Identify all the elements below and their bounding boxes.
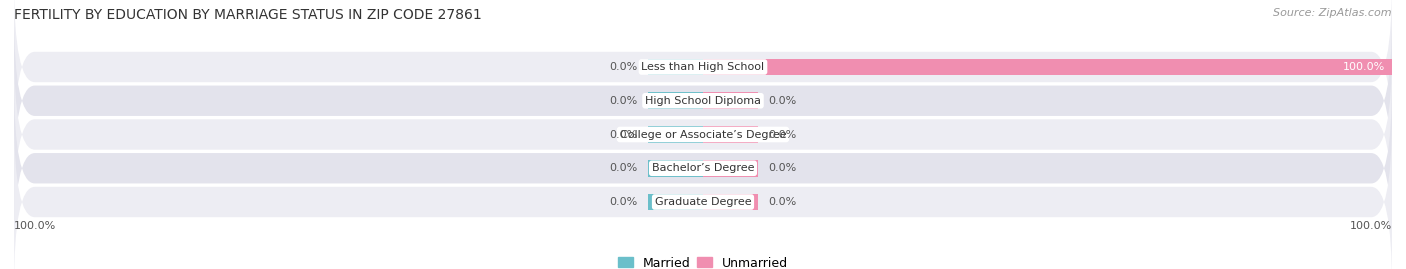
Bar (648, 126, 703, 143)
Text: 0.0%: 0.0% (609, 163, 637, 173)
FancyBboxPatch shape (14, 48, 1392, 221)
Text: 0.0%: 0.0% (769, 96, 797, 106)
Text: 0.0%: 0.0% (769, 129, 797, 140)
FancyBboxPatch shape (14, 15, 1392, 187)
Text: 0.0%: 0.0% (609, 96, 637, 106)
Text: Less than High School: Less than High School (641, 62, 765, 72)
Text: Source: ZipAtlas.com: Source: ZipAtlas.com (1274, 8, 1392, 18)
Bar (648, 59, 703, 75)
Text: 0.0%: 0.0% (609, 129, 637, 140)
Bar (703, 59, 1392, 75)
FancyBboxPatch shape (14, 116, 1392, 269)
Text: College or Associate’s Degree: College or Associate’s Degree (620, 129, 786, 140)
Text: FERTILITY BY EDUCATION BY MARRIAGE STATUS IN ZIP CODE 27861: FERTILITY BY EDUCATION BY MARRIAGE STATU… (14, 8, 482, 22)
Text: 0.0%: 0.0% (609, 197, 637, 207)
Bar (648, 92, 703, 109)
Text: High School Diploma: High School Diploma (645, 96, 761, 106)
Text: 0.0%: 0.0% (609, 62, 637, 72)
Text: Graduate Degree: Graduate Degree (655, 197, 751, 207)
Text: 100.0%: 100.0% (14, 221, 56, 231)
Bar (703, 126, 758, 143)
Bar (703, 194, 758, 210)
Text: 0.0%: 0.0% (769, 197, 797, 207)
Text: 0.0%: 0.0% (769, 163, 797, 173)
Text: Bachelor’s Degree: Bachelor’s Degree (652, 163, 754, 173)
Text: 100.0%: 100.0% (1350, 221, 1392, 231)
Bar (703, 160, 758, 177)
Text: 100.0%: 100.0% (1343, 62, 1385, 72)
FancyBboxPatch shape (14, 0, 1392, 153)
FancyBboxPatch shape (14, 82, 1392, 254)
Bar (703, 92, 758, 109)
Bar (648, 194, 703, 210)
Bar (648, 160, 703, 177)
Legend: Married, Unmarried: Married, Unmarried (613, 252, 793, 269)
